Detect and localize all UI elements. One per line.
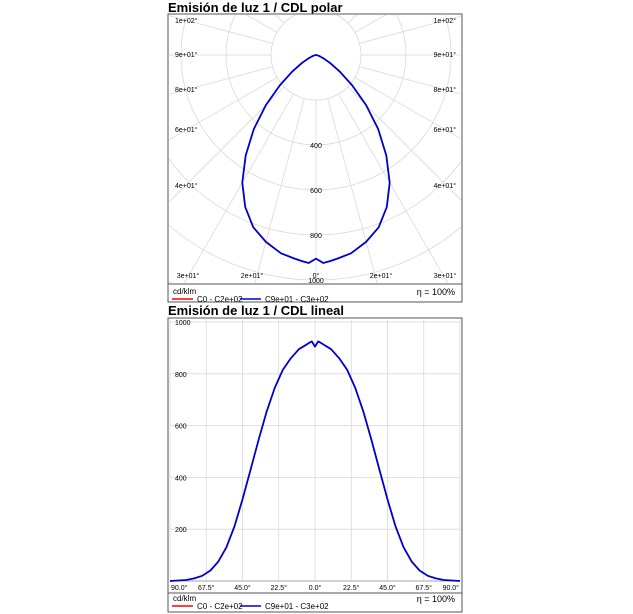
polar-series-curve — [241, 54, 391, 264]
polar-grid-spoke — [254, 98, 305, 283]
linear-x-tick-label: 22.5° — [271, 584, 288, 592]
linear-y-tick-label: 200 — [175, 527, 187, 534]
polar-unit-label: cd/klm — [173, 287, 196, 296]
polar-grid-spoke — [347, 86, 461, 201]
polar-angle-label-left: 1e+02° — [175, 17, 198, 25]
polar-radial-tick-label: 600 — [310, 188, 322, 195]
linear-legend-label-c90: C9e+01 - C3e+02 — [265, 602, 329, 611]
linear-unit-label: cd/klm — [173, 594, 196, 603]
linear-efficiency-label: η = 100% — [417, 594, 455, 604]
polar-series-group — [241, 54, 391, 264]
polar-grid — [169, 0, 461, 283]
polar-grid-spoke — [354, 77, 461, 140]
polar-angle-label-bottom: 2e+01° — [370, 272, 393, 280]
polar-angle-label-right: 8e+01° — [434, 86, 457, 94]
polar-grid-spoke — [183, 93, 294, 283]
linear-grid — [169, 320, 461, 582]
polar-angle-label-right: 1e+02° — [434, 17, 457, 25]
linear-series-group — [169, 340, 461, 582]
linear-labels: 200 400 600 800 1000 90.0° 67.5° 45.0° 22.5° 0.0°… — [171, 320, 459, 592]
linear-y-tick-label: 400 — [175, 475, 187, 482]
polar-radial-tick-label: 400 — [310, 143, 322, 150]
linear-x-tick-label: 90.0° — [171, 584, 188, 592]
linear-x-tick-label: 22.5° — [343, 584, 360, 592]
polar-angle-label-left: 6e+01° — [175, 126, 198, 134]
linear-y-tick-label: 600 — [175, 424, 187, 431]
polar-grid-spoke — [359, 66, 461, 95]
polar-angle-label-right: 9e+01° — [434, 51, 457, 59]
polar-angle-label-left: 8e+01° — [175, 86, 198, 94]
polar-angle-label-bottom: 2e+01° — [241, 272, 264, 280]
polar-grid-spoke — [338, 93, 449, 283]
linear-x-tick-label: 45.0° — [234, 584, 251, 592]
polar-grid-spoke — [328, 0, 425, 12]
polar-grid-spoke — [327, 98, 378, 283]
polar-chart-title: Emisión de luz 1 / CDL polar — [168, 0, 343, 15]
linear-chart-title: Emisión de luz 1 / CDL lineal — [168, 303, 345, 318]
linear-y-tick-label: 800 — [175, 372, 187, 379]
polar-radial-tick-label: 800 — [310, 233, 322, 240]
linear-y-tick-label: 1000 — [175, 320, 191, 327]
polar-angle-label-left: 4e+01° — [175, 182, 198, 190]
polar-legend-label-c90: C9e+01 - C3e+02 — [265, 295, 329, 304]
polar-chart-frame — [167, 13, 463, 303]
linear-x-tick-label: 67.5° — [198, 584, 215, 592]
polar-grid-spoke — [169, 86, 285, 203]
polar-angle-label-bottom: 0° — [313, 272, 320, 280]
polar-grid-lines — [169, 0, 461, 283]
polar-grid-spoke — [207, 0, 304, 12]
polar-grid-spoke — [169, 77, 278, 141]
polar-legend-label-c0: C0 - C2e+02 — [197, 295, 243, 304]
polar-angle-label-left: 9e+01° — [175, 51, 198, 59]
polar-radial-tick-label: 1000 — [308, 278, 324, 285]
polar-angle-label-bottom: 3e+01° — [177, 272, 200, 280]
polar-efficiency-label: η = 100% — [417, 287, 455, 297]
polar-angle-label-right: 6e+01° — [434, 126, 457, 134]
polar-grid-spoke — [359, 15, 461, 44]
polar-angle-label-bottom: 3e+01° — [434, 272, 457, 280]
polar-labels: 400 600 800 1000 1e+02° 9e+01° 8e+01° 6e+01° 4e+… — [175, 17, 456, 285]
linear-series-curve — [169, 340, 461, 582]
polar-grid-spoke — [169, 15, 273, 44]
polar-angle-label-right: 4e+01° — [434, 182, 457, 190]
polar-grid-spoke — [169, 66, 273, 95]
linear-x-tick-label: 45.0° — [379, 584, 396, 592]
linear-legend-label-c0: C0 - C2e+02 — [197, 602, 243, 611]
linear-x-tick-label: 67.5° — [416, 584, 433, 592]
linear-x-tick-label: 90.0° — [443, 584, 460, 592]
linear-x-tick-label: 0.0° — [309, 584, 322, 592]
